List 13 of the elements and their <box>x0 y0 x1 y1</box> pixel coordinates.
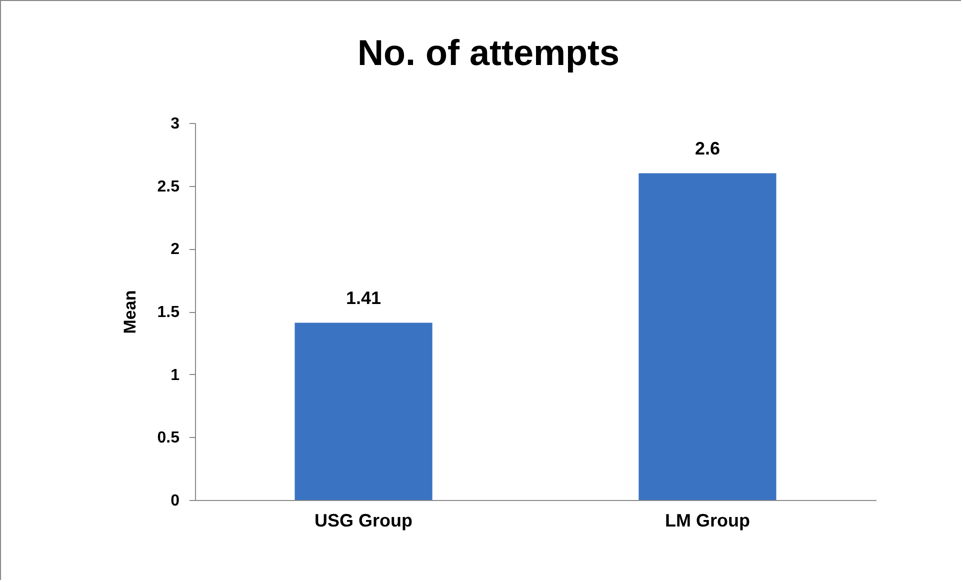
x-tick-label: LM Group <box>664 510 750 530</box>
data-label: 2.6 <box>694 138 720 158</box>
y-tick-label: 3 <box>170 116 180 132</box>
y-tick-label: 2 <box>170 241 180 258</box>
y-tick-label: 1 <box>170 366 180 384</box>
y-axis-title: Mean <box>120 290 140 334</box>
data-label: 1.41 <box>346 288 382 308</box>
chart-title: No. of attempts <box>357 32 620 73</box>
y-tick-label: 2.5 <box>157 178 180 196</box>
y-tick-label: 0.5 <box>157 430 180 447</box>
x-tick-label: USG Group <box>314 510 413 530</box>
y-tick-label: 0 <box>170 492 180 510</box>
y-tick-label: 1.5 <box>157 304 180 321</box>
